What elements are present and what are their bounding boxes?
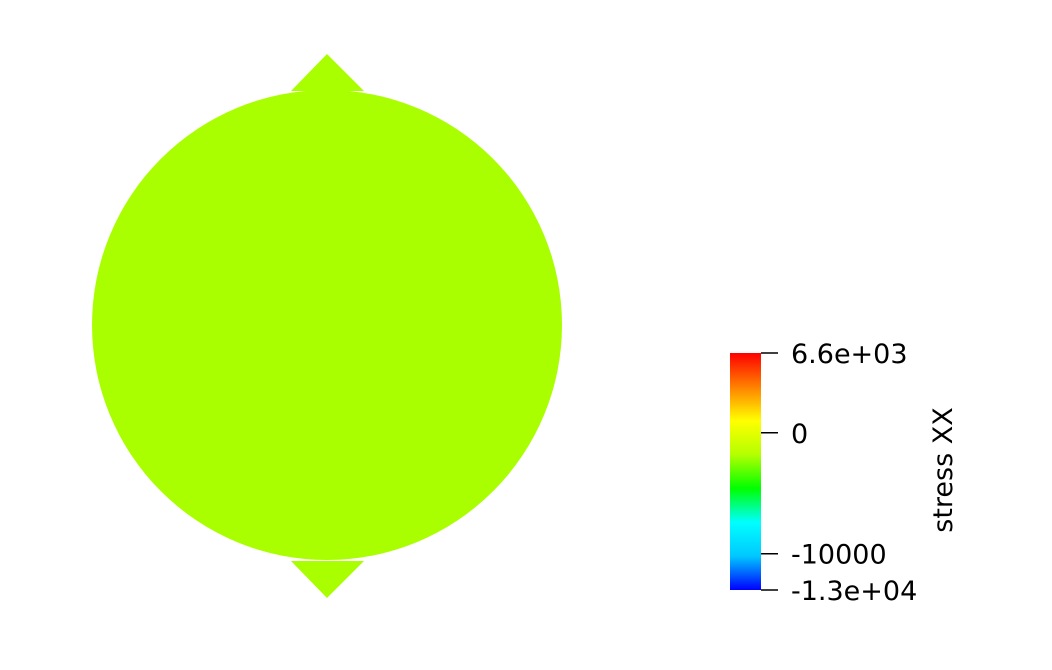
color-legend: 6.6e+03 0 -10000 -1.3e+04 stress XX [730,339,959,607]
tick-label: 0 [791,419,808,450]
tick-label: 6.6e+03 [791,339,908,370]
specimen-model[interactable] [92,54,562,598]
top-loading-platen [291,54,364,91]
tick-label: -10000 [791,540,887,571]
color-bar-title: stress XX [928,407,959,532]
disc-specimen [92,90,562,560]
bottom-loading-platen [291,561,364,598]
tick-label: -1.3e+04 [791,576,917,607]
color-bar-ticks: 6.6e+03 0 -10000 -1.3e+04 [761,339,917,607]
color-bar [730,353,761,590]
